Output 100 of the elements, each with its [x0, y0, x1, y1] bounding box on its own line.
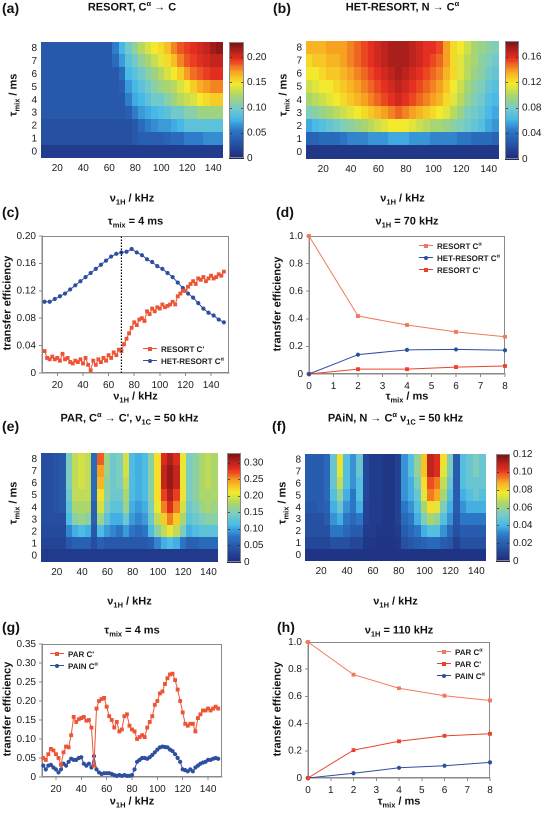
- y-tick-label: 2: [31, 526, 38, 538]
- legend-label: RESORT C': [437, 266, 480, 274]
- legend-label: RESORT C': [161, 344, 204, 354]
- point: [404, 348, 410, 352]
- point: [396, 766, 402, 770]
- point: [62, 291, 68, 296]
- x-tick-label: 80: [130, 162, 142, 174]
- x-axis-title: ν$_{1H}$ / kHz: [110, 192, 154, 207]
- x-axis-title: ν$_{1H}$ / kHz: [380, 192, 425, 207]
- point: [503, 334, 507, 339]
- text: (e): [2, 418, 20, 435]
- color-bar-label: 0.05: [244, 540, 264, 552]
- point: [134, 250, 139, 255]
- y-tick-label: 1: [295, 538, 302, 549]
- chart-title: PAR, C$^{α}$ → C', ν$_{1C}$ = 50 kHz: [60, 410, 198, 427]
- y-tick-label: 5: [295, 490, 302, 502]
- point: [454, 347, 458, 352]
- x-tick-label: 120: [177, 380, 194, 391]
- x-tick-label: 60: [103, 380, 115, 391]
- x-axis-title: ν$_{1H}$ / kHz: [107, 595, 152, 610]
- point: [78, 279, 83, 284]
- point: [405, 367, 409, 372]
- point: [52, 296, 57, 302]
- color-bar-label: 0.16: [522, 52, 542, 63]
- x-tick-label: 40: [341, 566, 354, 577]
- y-tick-label: 1: [296, 134, 302, 146]
- x-tick-label: 100: [416, 566, 434, 577]
- text: (a): [2, 0, 20, 17]
- x-tick-label: 140: [468, 566, 486, 577]
- point: [140, 253, 144, 258]
- x-tick-label: 2: [350, 784, 357, 796]
- x-tick-label: 80: [128, 380, 140, 391]
- y-tick-label: 0.08: [16, 312, 36, 324]
- y-tick-label: 7: [31, 466, 38, 477]
- y-tick-label: 0.05: [16, 752, 36, 764]
- point: [130, 246, 134, 252]
- point: [88, 270, 93, 276]
- x-tick-label: 40: [345, 164, 357, 175]
- point: [356, 314, 360, 318]
- x-tick-label: 2: [355, 380, 362, 392]
- y-tick-label: 0.30: [16, 658, 36, 669]
- color-bar-label: 0.04: [513, 520, 533, 532]
- x-tick-label: 60: [367, 566, 379, 577]
- y-tick-label: 0: [31, 550, 38, 562]
- y-tick-label: 0.2: [289, 341, 304, 352]
- x-tick-label: 60: [101, 784, 113, 795]
- point: [488, 732, 492, 736]
- point: [454, 365, 458, 370]
- point: [212, 313, 216, 318]
- y-tick-label: 7: [296, 55, 302, 66]
- point: [442, 694, 446, 698]
- y-tick-label: 1.0: [288, 636, 302, 648]
- y-axis-title: transfer efficiency: [271, 256, 284, 351]
- y-tick-label: 6: [31, 68, 38, 80]
- color-bar-label: 0.10: [244, 524, 264, 535]
- x-tick-label: 0: [306, 380, 312, 392]
- chart-title: ν$_{1H}$ = 70 kHz: [375, 215, 439, 230]
- x-tick-label: 20: [316, 566, 328, 577]
- y-tick-label: 5: [31, 82, 38, 93]
- point: [503, 364, 507, 368]
- point: [165, 270, 170, 276]
- text: (c): [2, 204, 20, 221]
- x-tick-label: 120: [452, 164, 470, 175]
- y-tick-label: 4: [296, 94, 302, 106]
- color-bar-label: 0: [513, 556, 519, 567]
- point: [351, 771, 356, 776]
- x-tick-label: 140: [480, 164, 498, 175]
- x-axis-title: ν$_{1H}$ / kHz: [110, 795, 154, 810]
- x-tick-label: 6: [453, 380, 460, 392]
- y-tick-label: 0.35: [16, 638, 36, 650]
- point: [160, 266, 164, 271]
- y-tick-label: 6: [295, 478, 302, 490]
- x-axis-title: ν$_{1H}$ / kHz: [373, 595, 418, 610]
- point: [397, 686, 401, 690]
- color-bar-label: 0.15: [244, 507, 264, 518]
- x-tick-label: 5: [428, 380, 435, 392]
- y-tick-label: 2: [31, 120, 38, 132]
- y-tick-label: 6: [31, 478, 38, 490]
- y-tick-label: 0.25: [16, 676, 36, 688]
- x-tick-label: 80: [126, 784, 138, 795]
- color-bar-label: 0.06: [513, 502, 533, 514]
- point: [155, 264, 160, 268]
- x-tick-label: 120: [174, 784, 192, 795]
- x-tick-label: 4: [396, 784, 402, 796]
- x-tick-label: 120: [178, 162, 196, 174]
- y-tick-label: 0.6: [288, 691, 302, 702]
- text: (h): [277, 619, 295, 636]
- x-tick-label: 20: [318, 164, 330, 175]
- y-tick-label: 8: [295, 454, 302, 466]
- point: [356, 367, 360, 372]
- y-tick-label: 2: [295, 526, 302, 538]
- y-tick-label: 8: [31, 454, 38, 465]
- legend-label: HET-RESORT C$^{α}$: [161, 356, 224, 366]
- x-tick-label: 80: [393, 566, 405, 577]
- point: [150, 260, 154, 264]
- y-tick-label: 0: [296, 772, 302, 784]
- x-tick-label: 1: [330, 380, 337, 392]
- x-tick-label: 80: [400, 164, 412, 175]
- color-bar-label: 0: [247, 152, 253, 164]
- point: [196, 301, 200, 306]
